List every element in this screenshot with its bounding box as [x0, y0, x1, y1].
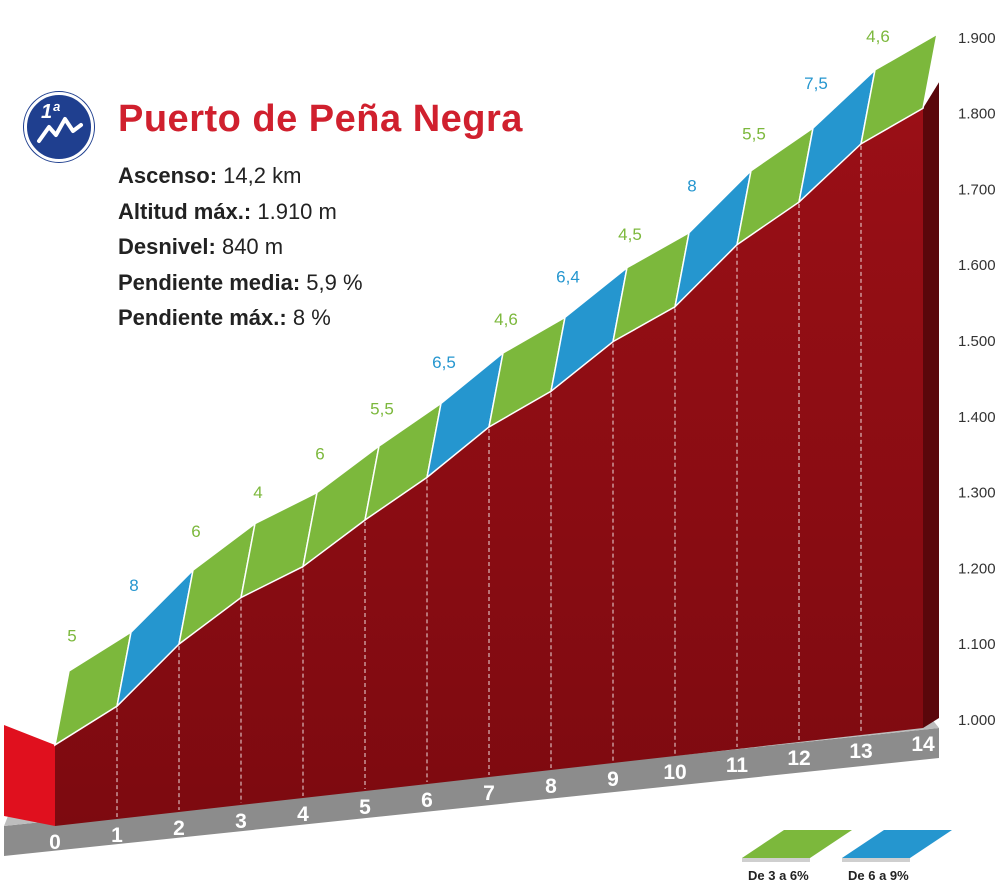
gradient-strip-km-13 [859, 32, 939, 146]
profile-side-face [923, 82, 939, 729]
x-tick-label: 13 [849, 740, 872, 763]
profile-base [4, 728, 939, 856]
y-tick-label: 1.200 [958, 560, 996, 577]
gradient-label-km-12: 7,5 [804, 74, 828, 93]
start-block [4, 724, 55, 826]
stat-ascent: Ascenso: 14,2 km [118, 163, 302, 188]
y-tick-label: 1.900 [958, 30, 996, 47]
x-tick-label: 9 [607, 768, 619, 791]
climb-stats: Ascenso: 14,2 km Altitud máx.: 1.910 m D… [118, 158, 363, 336]
stat-elevation-gain: Desnivel: 840 m [118, 234, 284, 259]
mountain-icon [37, 117, 83, 143]
legend-swatch-base-0 [742, 858, 810, 862]
x-tick-label: 8 [545, 775, 557, 798]
x-tick-label: 14 [911, 733, 935, 756]
y-tick-label: 1.500 [958, 333, 996, 350]
y-tick-label: 1.600 [958, 257, 996, 274]
legend-swatch-0 [742, 830, 852, 858]
y-tick-label: 1.700 [958, 181, 996, 198]
y-tick-label: 1.300 [958, 485, 996, 502]
gradient-label-km-4: 6 [315, 444, 324, 463]
gradient-label-km-9: 4,5 [618, 225, 642, 244]
stat-avg-gradient: Pendiente media: 5,9 % [118, 269, 363, 295]
page-title: Puerto de Peña Negra [118, 98, 523, 140]
stat-max-gradient: Pendiente máx.: 8 % [118, 305, 331, 330]
legend-swatch-1 [842, 830, 952, 858]
x-tick-label: 7 [483, 782, 495, 805]
category-label: 1ª [41, 101, 60, 123]
x-tick-label: 11 [726, 754, 749, 777]
legend-swatch-base-1 [842, 858, 910, 862]
x-tick-label: 6 [421, 789, 433, 812]
gradient-label-km-10: 8 [687, 177, 696, 196]
gradient-label-km-2: 6 [191, 522, 200, 541]
x-tick-label: 5 [359, 796, 371, 819]
category-badge: 1ª [24, 92, 94, 162]
y-tick-label: 1.100 [958, 636, 996, 653]
y-tick-label: 1.800 [958, 106, 996, 123]
y-tick-label: 1.400 [958, 409, 996, 426]
gradient-label-km-5: 5,5 [370, 400, 394, 419]
x-tick-label: 3 [235, 810, 247, 833]
x-tick-label: 1 [111, 824, 123, 847]
gradient-label-km-6: 6,5 [432, 353, 456, 372]
gradient-label-km-0: 5 [67, 627, 76, 646]
stat-max-altitude: Altitud máx.: 1.910 m [118, 198, 337, 224]
gradient-label-km-3: 4 [253, 483, 262, 502]
x-tick-label: 2 [173, 817, 185, 840]
y-tick-label: 1.000 [958, 712, 996, 729]
gradient-label-km-13: 4,6 [866, 27, 890, 46]
x-tick-label: 4 [297, 803, 309, 826]
gradient-label-km-8: 6,4 [556, 267, 580, 286]
x-tick-label: 0 [49, 831, 61, 854]
gradient-label-km-7: 4,6 [494, 310, 518, 329]
legend-label-1: De 6 a 9% [848, 868, 909, 883]
x-tick-label: 12 [787, 747, 810, 770]
legend-label-0: De 3 a 6% [748, 868, 809, 883]
gradient-label-km-11: 5,5 [742, 124, 766, 143]
x-tick-label: 10 [663, 761, 686, 784]
gradient-label-km-1: 8 [129, 576, 138, 595]
